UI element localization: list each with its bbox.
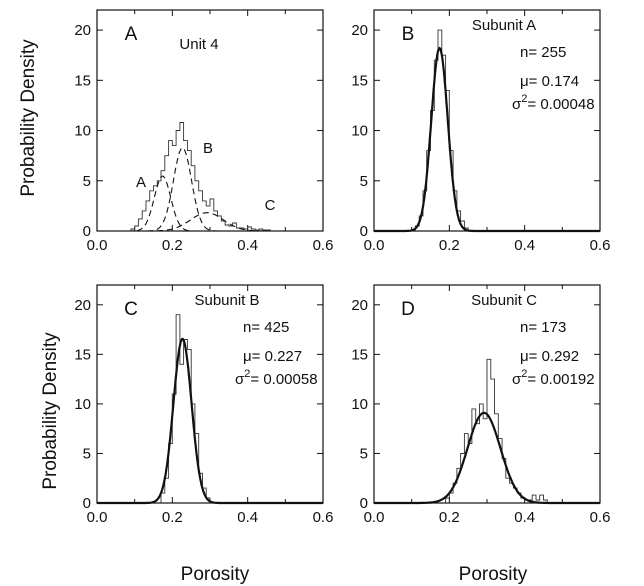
fit-curve-normal [97, 337, 323, 505]
stat-variance-exponent: 2 [521, 368, 527, 380]
panel-b: 0 5 10 15 20 0.0 0.2 0.4 0.6 B Subunit A n= 255 μ= 0… [351, 9, 611, 254]
y-tick-label: 0 [360, 223, 368, 240]
y-tick-label: 5 [360, 445, 368, 462]
x-tick-label: 0.6 [313, 237, 334, 254]
panel-title: Unit 4 [179, 36, 218, 53]
stat-n: n= 255 [520, 44, 566, 61]
component-label-a: A [136, 174, 146, 191]
panel-title: Subunit A [472, 17, 536, 34]
stat-n: n= 173 [520, 319, 566, 336]
x-tick-label: 0.2 [162, 509, 183, 526]
y-axis-label-bottom: Probability Density [40, 332, 61, 490]
stat-variance-exponent: 2 [521, 93, 527, 105]
panel-a: 0 5 10 15 20 0.0 0.2 0.4 0.6 A Unit 4 A B C [74, 9, 334, 254]
stat-variance: σ2= 0.00192 [512, 368, 595, 388]
y-tick-label: 10 [74, 123, 91, 140]
stat-variance-value: = 0.00048 [527, 96, 594, 113]
y-tick-label: 5 [83, 173, 91, 190]
panel-letter: A [125, 24, 138, 45]
stat-mean: μ= 0.227 [243, 348, 302, 365]
panel-title: Subunit B [194, 292, 259, 309]
stat-mean: μ= 0.292 [520, 348, 579, 365]
component-label-c: C [265, 197, 276, 214]
y-tick-label: 20 [74, 22, 91, 39]
histogram-outline [445, 358, 548, 503]
x-tick-label: 0.6 [313, 509, 334, 526]
x-tick-label: 0.4 [237, 509, 258, 526]
y-tick-label: 0 [360, 495, 368, 512]
x-tick-label: 0.0 [364, 509, 385, 526]
histogram-outline [130, 122, 271, 231]
panel-letter: B [402, 24, 415, 45]
component-label-b: B [203, 140, 213, 157]
y-tick-label: 10 [351, 123, 368, 140]
stat-mean: μ= 0.174 [520, 73, 579, 90]
panel-d: 0 5 10 15 20 0.0 0.2 0.4 0.6 D Subunit C n= 173 μ= 0… [351, 284, 611, 526]
y-tick-label: 20 [74, 297, 91, 314]
stat-variance-value: = 0.00192 [527, 371, 594, 388]
x-tick-label: 0.4 [237, 237, 258, 254]
x-axis-label-left: Porosity [181, 564, 250, 585]
y-tick-label: 15 [74, 346, 91, 363]
panel-title: Subunit C [471, 292, 537, 309]
panel-letter: D [401, 299, 415, 320]
x-tick-label: 0.2 [439, 237, 460, 254]
stat-variance-symbol: σ [512, 371, 522, 388]
stat-n: n= 425 [243, 319, 289, 336]
panel-c: 0 5 10 15 20 0.0 0.2 0.4 0.6 C Subunit B n= 425 μ= 0… [74, 284, 334, 526]
panel-letter: C [124, 299, 138, 320]
stat-variance-symbol: σ [235, 371, 245, 388]
y-tick-label: 5 [360, 173, 368, 190]
y-axis-label-top: Probability Density [18, 39, 39, 197]
x-tick-label: 0.0 [364, 237, 385, 254]
x-tick-label: 0.6 [590, 509, 611, 526]
x-tick-label: 0.2 [439, 509, 460, 526]
stat-variance-value: = 0.00058 [250, 371, 317, 388]
y-tick-label: 10 [351, 396, 368, 413]
x-tick-label: 0.2 [162, 237, 183, 254]
x-tick-label: 0.0 [87, 509, 108, 526]
stat-variance-exponent: 2 [244, 368, 250, 380]
y-tick-label: 10 [74, 396, 91, 413]
stat-variance-symbol: σ [512, 96, 522, 113]
fit-curve-normal [374, 411, 600, 505]
y-tick-label: 15 [351, 346, 368, 363]
histogram-outline [414, 29, 469, 231]
y-tick-label: 0 [83, 495, 91, 512]
x-tick-label: 0.6 [590, 237, 611, 254]
y-tick-label: 0 [83, 223, 91, 240]
y-tick-label: 20 [351, 22, 368, 39]
x-tick-label: 0.0 [87, 237, 108, 254]
fit-curve-b [97, 147, 323, 232]
x-tick-label: 0.4 [514, 237, 535, 254]
fit-curve-normal [374, 46, 600, 233]
y-tick-label: 5 [83, 445, 91, 462]
x-tick-label: 0.4 [514, 509, 535, 526]
y-tick-label: 15 [351, 72, 368, 89]
x-axis-label-right: Porosity [459, 564, 528, 585]
y-tick-label: 15 [74, 72, 91, 89]
stat-variance: σ2= 0.00058 [235, 368, 318, 388]
y-tick-label: 20 [351, 297, 368, 314]
stat-variance: σ2= 0.00048 [512, 93, 595, 113]
